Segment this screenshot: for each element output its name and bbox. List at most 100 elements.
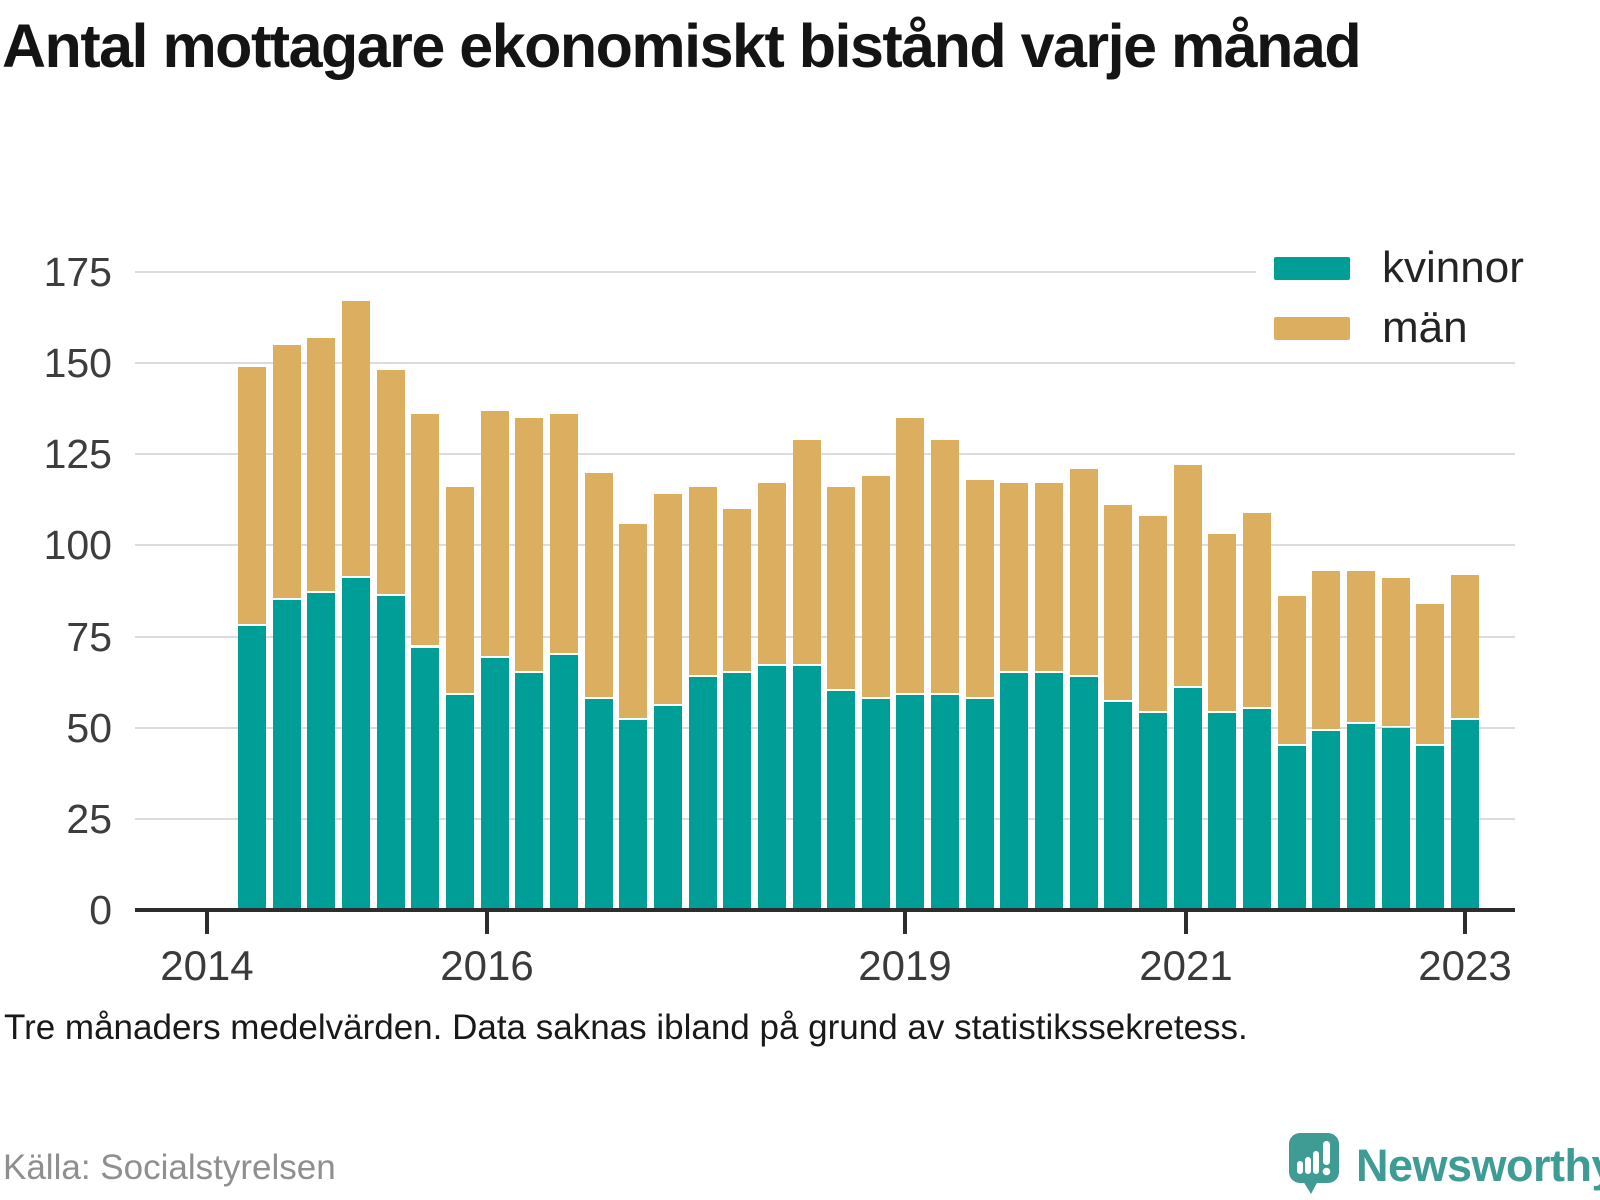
x-tick-label: 2016: [440, 942, 534, 989]
bar-segment-man: [238, 366, 266, 624]
y-tick-label: 0: [89, 887, 112, 933]
bar-segment-man: [1416, 603, 1445, 744]
bar-segment-kvinnor: [619, 720, 648, 910]
brand-name: Newsworthy: [1356, 1140, 1600, 1191]
newsworthy-icon: [1289, 1133, 1339, 1194]
legend-item-kvinnor: kvinnor: [1256, 238, 1534, 298]
legend-swatch-man: [1274, 316, 1350, 340]
bar-segment-man: [341, 301, 370, 577]
x-tick: [204, 910, 209, 934]
bar-segment-man: [931, 439, 960, 693]
source-line: Källa: Socialstyrelsen: [3, 1148, 336, 1187]
bar-segment-man: [411, 414, 440, 646]
bar-segment-man: [1069, 468, 1098, 675]
x-axis-line: [135, 908, 1515, 912]
bar-segment-kvinnor: [1173, 687, 1202, 910]
bar-segment-kvinnor: [584, 698, 613, 910]
newsworthy-logo: Newsworthy: [1288, 1132, 1600, 1196]
bar-segment-kvinnor: [1347, 724, 1376, 910]
y-tick-label: 50: [66, 704, 112, 751]
x-tick: [1462, 910, 1467, 934]
bar-segment-kvinnor: [1312, 731, 1341, 910]
y-gridline: [135, 817, 1515, 820]
y-tick-label: 75: [66, 613, 112, 660]
bar-segment-man: [480, 410, 509, 657]
page-title: Antal mottagare ekonomiskt bistånd varje…: [2, 12, 1362, 80]
bar-segment-kvinnor: [896, 694, 925, 910]
bar-segment-kvinnor: [827, 691, 856, 910]
bar-segment-man: [1139, 516, 1168, 712]
bar-segment-kvinnor: [549, 654, 578, 910]
bar-segment-kvinnor: [515, 673, 544, 910]
bar-segment-man: [1347, 570, 1376, 723]
bar-segment-kvinnor: [1035, 673, 1064, 910]
bar-segment-man: [515, 417, 544, 672]
y-gridline: [135, 271, 1515, 273]
bar-segment-kvinnor: [1104, 702, 1133, 910]
bar-segment-kvinnor: [1243, 709, 1272, 910]
y-gridline: [135, 544, 1515, 547]
bar-segment-kvinnor: [272, 600, 301, 910]
bar-segment-kvinnor: [688, 676, 717, 910]
bar-segment-kvinnor: [480, 658, 509, 910]
bar-segment-man: [307, 337, 336, 591]
bar-segment-kvinnor: [1381, 727, 1410, 910]
bar-segment-man: [792, 439, 821, 664]
bar-segment-kvinnor: [1208, 713, 1237, 910]
bar-segment-kvinnor: [931, 694, 960, 910]
y-tick-label: 125: [43, 431, 112, 478]
bar-segment-kvinnor: [965, 698, 994, 910]
x-tick-label: 2019: [858, 942, 952, 989]
x-tick: [484, 910, 489, 934]
bar-segment-man: [1035, 483, 1064, 671]
bar-segment-man: [584, 472, 613, 697]
bar-segment-man: [1312, 570, 1341, 730]
x-tick-label: 2021: [1139, 942, 1233, 989]
bar-segment-kvinnor: [1069, 676, 1098, 910]
bar-segment-kvinnor: [757, 665, 786, 910]
bar-segment-kvinnor: [1450, 720, 1479, 910]
legend-label-man: män: [1382, 303, 1468, 352]
x-tick: [902, 910, 907, 934]
bar-segment-kvinnor: [238, 625, 266, 910]
bar-segment-kvinnor: [1139, 713, 1168, 910]
bar-segment-man: [1000, 483, 1029, 671]
bar-segment-man: [1173, 465, 1202, 686]
y-gridline: [135, 453, 1515, 456]
chart-footnote: Tre månaders medelvärden. Data saknas ib…: [4, 1008, 1248, 1047]
y-gridline: [135, 635, 1515, 638]
y-tick-label: 100: [43, 522, 112, 569]
bar-segment-man: [272, 344, 301, 599]
bar-segment-man: [1104, 505, 1133, 701]
bar-segment-man: [549, 414, 578, 653]
y-tick-label: 175: [43, 249, 112, 295]
bar-segment-kvinnor: [1000, 673, 1029, 910]
bar-segment-kvinnor: [1416, 745, 1445, 910]
legend-swatch-kvinnor: [1274, 256, 1350, 280]
bar-segment-man: [757, 483, 786, 664]
x-tick: [1184, 910, 1188, 934]
bar-segment-man: [965, 479, 994, 697]
bar-segment-man: [619, 523, 648, 719]
y-tick-label: 150: [43, 340, 112, 387]
bar-segment-man: [1277, 596, 1306, 744]
bar-segment-man: [896, 417, 925, 693]
y-tick-label: 25: [66, 795, 112, 842]
bar-segment-man: [1381, 578, 1410, 726]
bar-segment-man: [723, 508, 752, 672]
bar-segment-man: [827, 487, 856, 690]
bar-segment-kvinnor: [445, 694, 474, 910]
bar-segment-kvinnor: [376, 596, 405, 910]
bar-segment-man: [1208, 534, 1237, 712]
x-tick-label: 2014: [160, 942, 254, 989]
legend-label-kvinnor: kvinnor: [1382, 243, 1524, 292]
bar-segment-kvinnor: [411, 647, 440, 910]
bar-segment-man: [1243, 512, 1272, 708]
bar-segment-kvinnor: [861, 698, 890, 910]
bar-segment-man: [1450, 574, 1479, 719]
bar-segment-kvinnor: [792, 665, 821, 910]
legend: kvinnor män: [1256, 238, 1534, 358]
bar-segment-kvinnor: [723, 673, 752, 910]
